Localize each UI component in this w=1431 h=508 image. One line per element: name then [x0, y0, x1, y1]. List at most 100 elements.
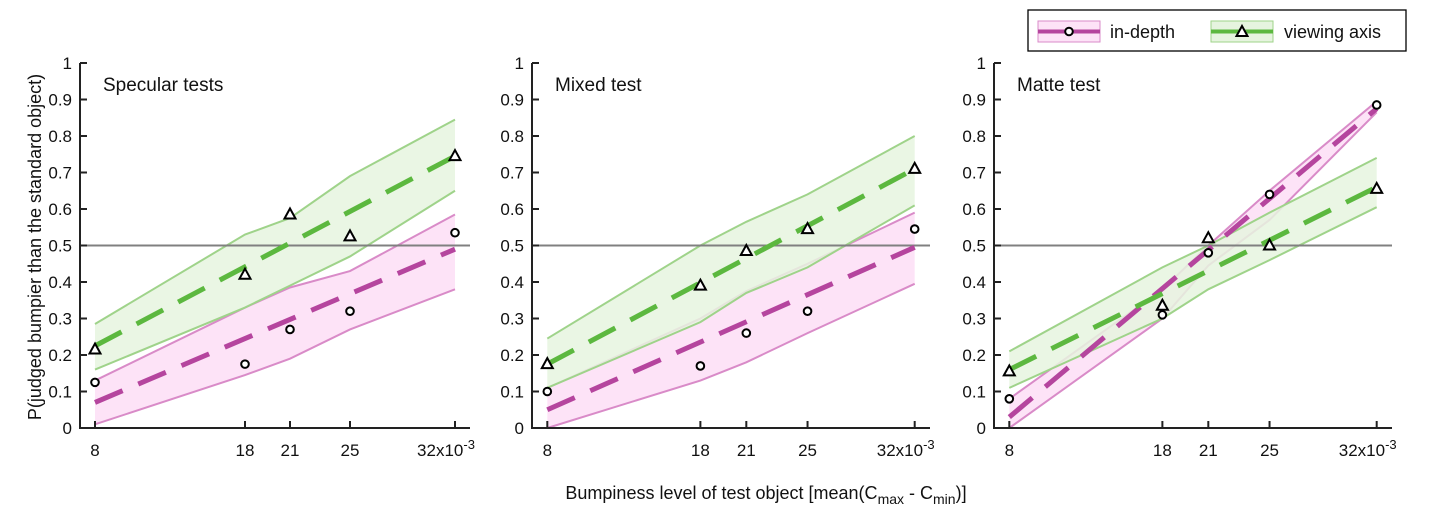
x-scale-exponent: -3	[923, 437, 935, 452]
panel-title: Mixed test	[555, 75, 642, 96]
panel-title: Matte test	[1017, 75, 1101, 96]
legend-in-depth-marker	[1064, 26, 1074, 37]
y-tick-label: 0.8	[962, 127, 986, 146]
y-tick-label: 0.6	[500, 200, 524, 219]
point-in-depth	[1264, 189, 1275, 200]
y-tick-label: 0.1	[500, 383, 524, 402]
y-tick-label: 1	[977, 54, 986, 73]
y-tick-label: 0.9	[500, 91, 524, 110]
y-tick-label: 0	[63, 419, 72, 438]
x-tick-label: 8	[1005, 441, 1014, 460]
x-scale-exponent: -3	[1385, 437, 1397, 452]
y-tick-label: 0.6	[48, 200, 72, 219]
point-viewing-axis	[342, 228, 358, 242]
fit-line-viewing-axis	[93, 153, 457, 349]
y-tick-label: 0.6	[962, 200, 986, 219]
point-viewing-axis	[1155, 297, 1170, 311]
x-tick-value: 25	[798, 441, 817, 460]
band-upper-in-depth	[94, 213, 456, 382]
x-tick-value: 8	[1005, 441, 1014, 460]
y-tick-label: 0	[977, 419, 986, 438]
point-in-depth	[695, 361, 706, 371]
x-tick-label: 25	[341, 441, 360, 460]
y-tick-label: 0.5	[500, 237, 524, 256]
point-viewing-axis	[739, 242, 754, 256]
point-in-depth	[90, 377, 100, 388]
point-viewing-axis	[447, 147, 463, 162]
x-scale-suffix: x10	[436, 441, 463, 460]
fit-line-in-depth	[546, 245, 916, 413]
y-tick-label: 0.8	[500, 127, 524, 146]
legend-item-in-depth: in-depth	[1037, 20, 1175, 43]
band-in-depth	[547, 212, 915, 428]
x-tick-label: 18	[1153, 441, 1172, 460]
band-lower-in-depth	[94, 288, 456, 426]
point-viewing-axis	[693, 277, 708, 291]
x-tick-label: 25	[1260, 441, 1279, 460]
point-viewing-axis	[87, 341, 103, 355]
y-tick-label: 0.1	[962, 383, 986, 402]
y-tick-label: 0.4	[48, 273, 72, 292]
x-tick-value: 8	[90, 441, 99, 460]
y-tick-label: 0.4	[962, 273, 986, 292]
x-tick-value: 18	[236, 441, 255, 460]
band-lower-viewing-axis	[546, 204, 916, 389]
y-tick-label: 0.7	[48, 164, 72, 183]
fit-line-in-depth	[94, 246, 456, 405]
point-viewing-axis	[1369, 180, 1384, 194]
x-tick-label: 32x10-3	[877, 437, 935, 460]
x-tick-label: 32x10-3	[1339, 437, 1397, 460]
y-tick-label: 0.8	[48, 127, 72, 146]
y-tick-label: 0.7	[500, 164, 524, 183]
x-tick-label: 32x10-3	[417, 437, 475, 460]
x-tick-label: 25	[798, 441, 817, 460]
band-viewing-axis	[1009, 157, 1377, 388]
y-tick-label: 0.2	[962, 346, 986, 365]
y-tick-label: 0.5	[48, 237, 72, 256]
point-viewing-axis	[907, 160, 922, 174]
y-axis-label: P(judged bumpier than the standard objec…	[25, 74, 45, 420]
x-scale-suffix: x10	[896, 441, 923, 460]
y-tick-label: 1	[515, 54, 524, 73]
point-viewing-axis	[1262, 237, 1277, 251]
x-tick-label: 18	[236, 441, 255, 460]
point-in-depth	[741, 328, 752, 338]
x-tick-label: 21	[1199, 441, 1218, 460]
x-tick-value: 32	[417, 441, 436, 460]
point-viewing-axis	[1002, 363, 1017, 377]
x-tick-value: 32	[1339, 441, 1358, 460]
x-tick-value: 25	[1260, 441, 1279, 460]
y-tick-label: 0.3	[48, 310, 72, 329]
x-tick-value: 18	[691, 441, 710, 460]
y-tick-label: 0.2	[48, 346, 72, 365]
chart-panels: 00.10.20.30.40.50.60.70.80.918 18 21 25 32x1…	[48, 54, 1396, 460]
band-viewing-axis	[547, 136, 915, 388]
legend-item-viewing-axis: viewing axis	[1210, 20, 1381, 43]
fit-line-viewing-axis	[546, 166, 916, 367]
point-viewing-axis	[800, 220, 815, 235]
point-in-depth	[1157, 310, 1168, 320]
x-tick-value: 21	[737, 441, 756, 460]
x-tick-value: 8	[543, 441, 552, 460]
chart-panel-3: 00.10.20.30.40.50.60.70.80.918 18 21 25 32x1…	[962, 54, 1396, 460]
y-tick-label: 1	[63, 54, 72, 73]
x-tick-label: 21	[737, 441, 756, 460]
point-in-depth	[802, 306, 813, 317]
x-tick-label: 18	[691, 441, 710, 460]
band-upper-viewing-axis	[546, 135, 916, 340]
x-scale-suffix: x10	[1358, 441, 1385, 460]
x-tick-label: 21	[281, 441, 300, 460]
point-in-depth	[1004, 394, 1015, 404]
point-in-depth	[1371, 100, 1382, 110]
legend-viewing-axis-label: viewing axis	[1284, 22, 1381, 42]
band-in-depth	[95, 214, 455, 425]
x-tick-label: 8	[543, 441, 552, 460]
x-scale-exponent: -3	[463, 437, 475, 452]
legend: in-depth viewing axis	[1027, 9, 1407, 52]
y-tick-label: 0.5	[962, 237, 986, 256]
band-lower-viewing-axis	[94, 189, 456, 371]
point-in-depth	[1203, 248, 1214, 258]
x-tick-value: 25	[341, 441, 360, 460]
point-viewing-axis	[237, 266, 253, 280]
